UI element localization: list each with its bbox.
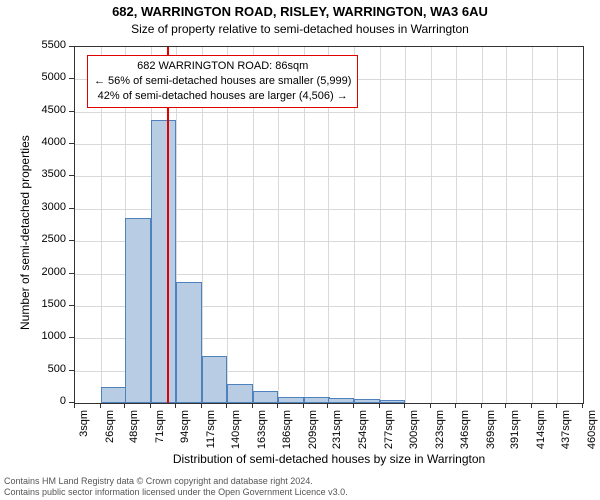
x-tick	[379, 403, 380, 408]
footer-attribution: Contains HM Land Registry data © Crown c…	[4, 476, 348, 499]
y-tick-label: 2000	[32, 266, 66, 278]
y-tick	[69, 78, 74, 79]
x-tick-label: 391sqm	[509, 410, 521, 460]
footer-line-1: Contains HM Land Registry data © Crown c…	[4, 476, 348, 487]
x-tick	[556, 403, 557, 408]
y-tick-label: 5000	[32, 71, 66, 83]
histogram-bar	[227, 384, 253, 403]
annotation-line-1: 682 WARRINGTON ROAD: 86sqm	[94, 59, 351, 74]
vgrid-line	[405, 47, 406, 403]
y-tick-label: 5500	[32, 39, 66, 51]
y-tick-label: 3000	[32, 201, 66, 213]
x-tick-label: 460sqm	[586, 410, 598, 460]
x-tick	[277, 403, 278, 408]
y-tick	[69, 273, 74, 274]
histogram-bar	[304, 397, 330, 403]
plot-area: 682 WARRINGTON ROAD: 86sqm ← 56% of semi…	[74, 46, 584, 404]
x-tick-label: 437sqm	[560, 410, 572, 460]
y-tick	[69, 143, 74, 144]
x-tick	[150, 403, 151, 408]
y-tick-label: 4000	[32, 136, 66, 148]
x-tick-label: 94sqm	[179, 410, 191, 460]
x-tick	[124, 403, 125, 408]
x-tick	[201, 403, 202, 408]
x-tick-label: 369sqm	[485, 410, 497, 460]
y-tick-label: 1500	[32, 298, 66, 310]
histogram-bar	[101, 387, 127, 403]
footer-line-2: Contains public sector information licen…	[4, 487, 348, 498]
vgrid-line	[482, 47, 483, 403]
histogram-bar	[354, 399, 380, 403]
x-tick-label: 26sqm	[104, 410, 116, 460]
histogram-bar	[151, 120, 177, 404]
chart-container: 682, WARRINGTON ROAD, RISLEY, WARRINGTON…	[0, 0, 600, 500]
x-tick	[531, 403, 532, 408]
x-tick	[505, 403, 506, 408]
annotation-line-3: 42% of semi-detached houses are larger (…	[94, 89, 351, 104]
y-tick	[69, 175, 74, 176]
x-tick-label: 71sqm	[154, 410, 166, 460]
y-tick	[69, 370, 74, 371]
x-tick-label: 300sqm	[408, 410, 420, 460]
vgrid-line	[557, 47, 558, 403]
vgrid-line	[431, 47, 432, 403]
histogram-bar	[176, 282, 202, 403]
x-tick	[430, 403, 431, 408]
x-tick	[303, 403, 304, 408]
x-tick	[455, 403, 456, 408]
vgrid-line	[532, 47, 533, 403]
x-tick-label: 117sqm	[205, 410, 217, 460]
y-tick	[69, 208, 74, 209]
x-tick-label: 414sqm	[535, 410, 547, 460]
x-axis-title: Distribution of semi-detached houses by …	[74, 452, 584, 466]
x-tick-label: 186sqm	[281, 410, 293, 460]
annotation-line-2: ← 56% of semi-detached houses are smalle…	[94, 74, 351, 89]
x-tick-label: 231sqm	[331, 410, 343, 460]
x-tick	[582, 403, 583, 408]
vgrid-line	[380, 47, 381, 403]
x-tick-label: 140sqm	[230, 410, 242, 460]
histogram-bar	[125, 218, 151, 403]
x-tick	[226, 403, 227, 408]
x-tick	[100, 403, 101, 408]
y-tick-label: 3500	[32, 168, 66, 180]
x-tick-label: 254sqm	[357, 410, 369, 460]
y-tick	[69, 305, 74, 306]
x-tick	[327, 403, 328, 408]
chart-subtitle: Size of property relative to semi-detach…	[0, 22, 600, 36]
x-tick	[74, 403, 75, 408]
annotation-box: 682 WARRINGTON ROAD: 86sqm ← 56% of semi…	[87, 55, 358, 108]
x-tick	[252, 403, 253, 408]
y-tick	[69, 46, 74, 47]
y-tick	[69, 337, 74, 338]
y-tick-label: 2500	[32, 233, 66, 245]
y-tick-label: 4500	[32, 104, 66, 116]
x-tick-label: 163sqm	[256, 410, 268, 460]
histogram-bar	[328, 398, 354, 403]
y-tick-label: 0	[32, 395, 66, 407]
x-tick	[175, 403, 176, 408]
x-tick	[404, 403, 405, 408]
x-tick-label: 346sqm	[459, 410, 471, 460]
y-tick-label: 500	[32, 363, 66, 375]
x-tick-label: 323sqm	[434, 410, 446, 460]
histogram-bar	[380, 400, 406, 403]
y-tick-label: 1000	[32, 330, 66, 342]
x-tick	[353, 403, 354, 408]
histogram-bar	[202, 356, 228, 403]
vgrid-line	[506, 47, 507, 403]
y-tick	[69, 111, 74, 112]
x-tick	[481, 403, 482, 408]
y-axis-title: Number of semi-detached properties	[18, 135, 32, 330]
x-tick-label: 209sqm	[307, 410, 319, 460]
x-tick-label: 48sqm	[128, 410, 140, 460]
histogram-bar	[278, 397, 304, 403]
x-tick-label: 3sqm	[78, 410, 90, 460]
x-tick-label: 277sqm	[383, 410, 395, 460]
vgrid-line	[456, 47, 457, 403]
y-tick	[69, 240, 74, 241]
chart-title: 682, WARRINGTON ROAD, RISLEY, WARRINGTON…	[0, 4, 600, 19]
histogram-bar	[253, 391, 279, 403]
